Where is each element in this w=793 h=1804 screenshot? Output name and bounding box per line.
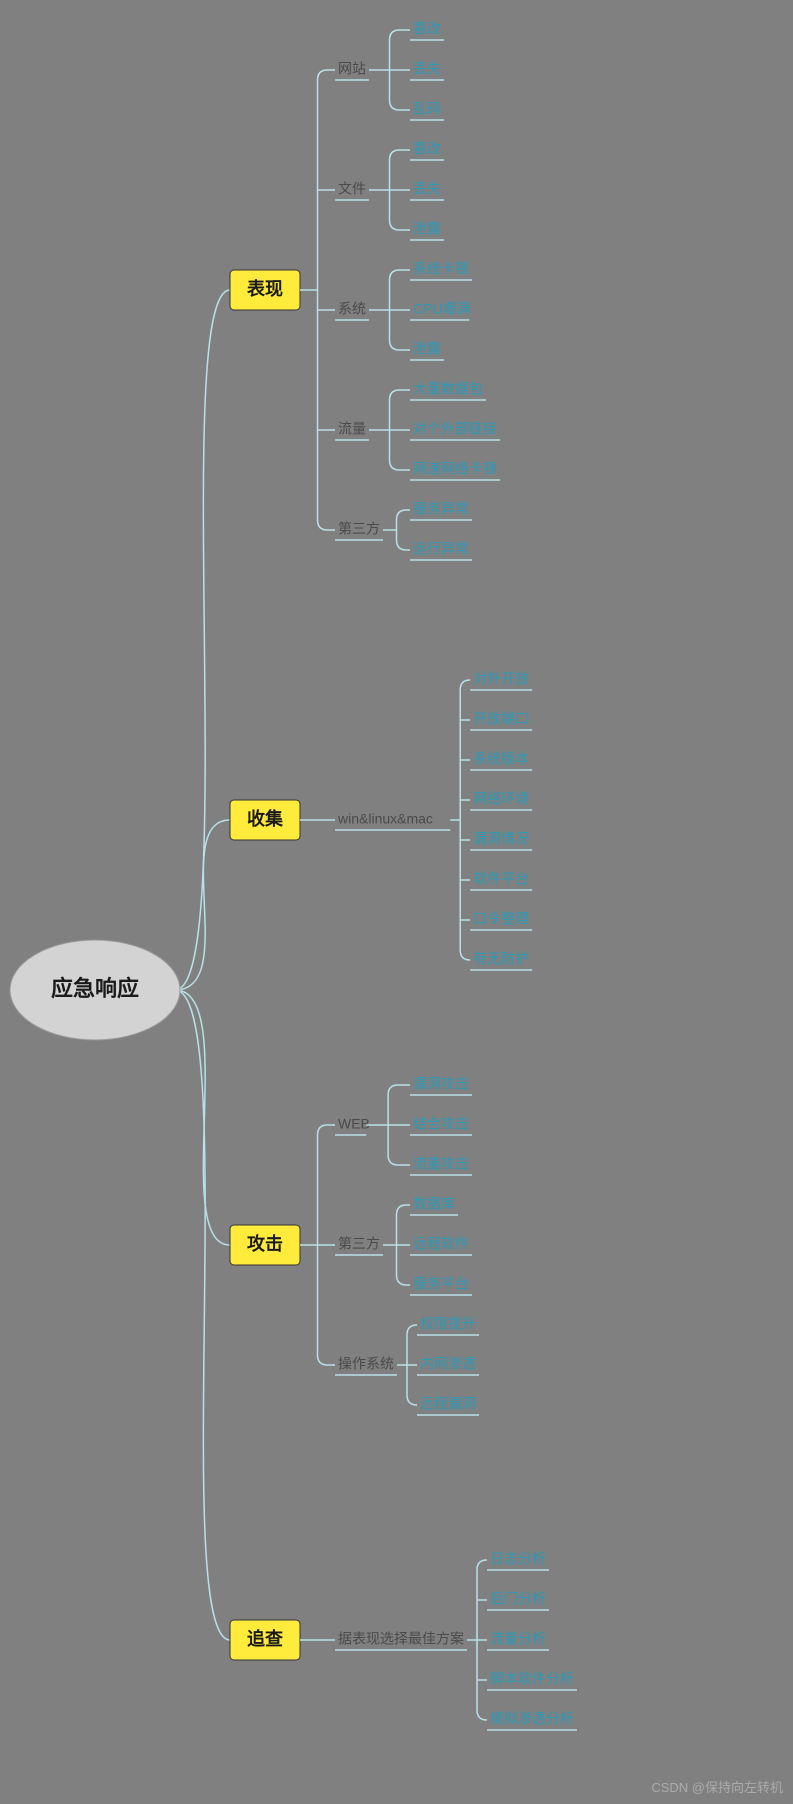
leaf-label: 泄露 [413,221,441,237]
leaf-label: 系统卡顿 [413,261,469,277]
connector-root-biaoxian [175,290,230,990]
leaf-label: 丢失 [413,181,441,197]
sub-label-liuliang: 流量 [338,421,366,437]
branch-label-gongji: 攻击 [247,1233,283,1254]
leaf-label: 流量攻击 [413,1156,469,1172]
leaf-label: 日志分析 [490,1551,546,1567]
leaf-label: 丢失 [413,61,441,77]
leaf-label: 泄露 [413,341,441,357]
leaf-label: 对个外部链接 [413,421,497,437]
branch-label-zhuicha: 追查 [247,1628,283,1649]
leaf-label: 对外开放 [473,671,529,687]
leaf-label: 大量数据包 [413,381,483,397]
leaf-label: 网速网络卡顿 [413,461,497,477]
root-label: 应急响应 [51,976,139,1001]
leaf-label: 脚本软件分析 [490,1671,574,1687]
leaf-label: CPU爆满 [413,301,471,317]
leaf-label: 运行异常 [413,541,469,557]
watermark: CSDN @保持向左转机 [651,1780,783,1795]
leaf-label: 内网渗透 [420,1356,476,1372]
branch-label-biaoxian: 表现 [247,278,283,299]
leaf-label: 数据库 [413,1196,455,1212]
leaf-label: 乱码 [413,101,441,117]
sub-label-xitong: 系统 [338,301,366,317]
leaf-label: 远程软件 [413,1236,469,1252]
sub-label-oslist: win&linux&mac [337,811,433,827]
leaf-label: 流量分析 [490,1631,546,1647]
leaf-label: 软件平台 [473,871,529,887]
branch-label-shouji: 收集 [247,808,284,829]
leaf-label: 系统版本 [473,751,529,767]
sub-label-wangzhan: 网站 [338,61,366,77]
leaf-label: 服务异常 [413,501,469,517]
leaf-label: 有无防护 [473,951,529,967]
leaf-label: 网络环境 [473,791,529,807]
mindmap-canvas: 应急响应表现网站篡改丢失乱码文件篡改丢失泄露系统系统卡顿CPU爆满泄露流量大量数… [0,0,793,1804]
sub-label-disanfang: 第三方 [338,521,380,537]
leaf-label: 后门分析 [490,1591,546,1607]
leaf-label: 模拟渗透分析 [490,1711,574,1727]
leaf-label: 篡改 [413,21,441,37]
sub-label-web: WEB [338,1116,370,1132]
sub-label-wenjian: 文件 [338,181,366,197]
sub-label-third: 第三方 [338,1236,380,1252]
leaf-label: 口令整理 [473,911,529,927]
sub-label-fangan: 据表现选择最佳方案 [338,1631,464,1647]
leaf-label: 服务平台 [413,1276,469,1292]
leaf-label: 权限提升 [420,1316,476,1332]
leaf-label: 漏洞情况 [473,831,529,847]
connector-root-gongji [175,990,230,1245]
leaf-label: 篡改 [413,141,441,157]
connector-root-shouji [175,820,230,990]
leaf-label: 远程漏洞 [420,1396,476,1412]
connector-root-zhuicha [175,990,230,1640]
leaf-label: 结合攻击 [413,1116,469,1132]
leaf-label: 漏洞攻击 [413,1076,469,1092]
sub-label-ossec: 操作系统 [338,1356,394,1372]
leaf-label: 开放端口 [473,711,529,727]
